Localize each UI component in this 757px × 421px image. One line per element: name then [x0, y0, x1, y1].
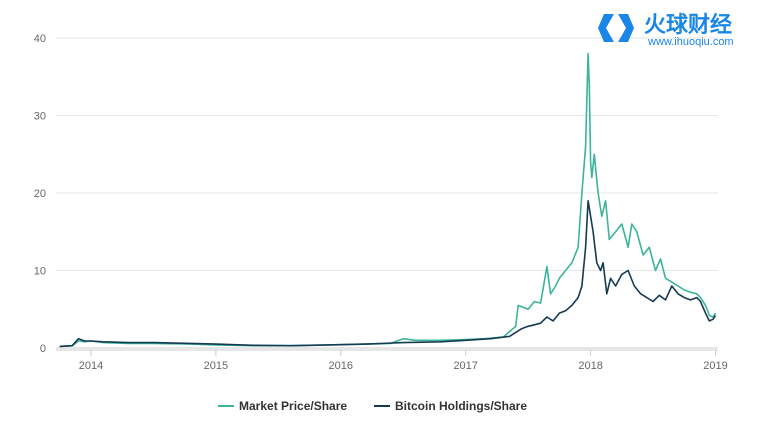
y-tick-label: 30 — [34, 111, 46, 123]
x-tick-label: 2016 — [329, 360, 353, 372]
chart-series — [59, 52, 717, 348]
x-tick-label: 2019 — [703, 360, 727, 372]
brand-watermark: 火球财经 www.ihuoqiu.com — [598, 12, 734, 48]
brand-logo-icon — [598, 14, 634, 42]
x-tick-label: 2014 — [79, 360, 103, 372]
y-tick-label: 20 — [34, 188, 46, 200]
legend-label-bitcoin-holdings: Bitcoin Holdings/Share — [395, 399, 527, 413]
y-tick-label: 10 — [34, 266, 46, 278]
legend: Market Price/Share Bitcoin Holdings/Shar… — [218, 399, 527, 413]
x-axis: 2014 2015 2016 2017 2018 2019 — [56, 349, 728, 372]
legend-item-market-price[interactable]: Market Price/Share — [218, 399, 347, 413]
x-tick-label: 2015 — [204, 360, 228, 372]
series-line-market-price — [59, 52, 717, 348]
brand-name: 火球财经 — [644, 12, 732, 38]
legend-label-market-price: Market Price/Share — [239, 399, 347, 413]
y-axis-ticks: 0 10 20 30 40 — [34, 33, 46, 355]
y-tick-label: 0 — [40, 343, 46, 355]
legend-item-bitcoin-holdings[interactable]: Bitcoin Holdings/Share — [374, 399, 527, 413]
x-tick-label: 2017 — [453, 360, 477, 372]
x-tick-label: 2018 — [578, 360, 602, 372]
chart-grid — [56, 37, 718, 349]
series-line-bitcoin-holdings — [59, 200, 717, 348]
y-tick-label: 40 — [34, 33, 46, 45]
brand-url: www.ihuoqiu.com — [647, 36, 734, 48]
